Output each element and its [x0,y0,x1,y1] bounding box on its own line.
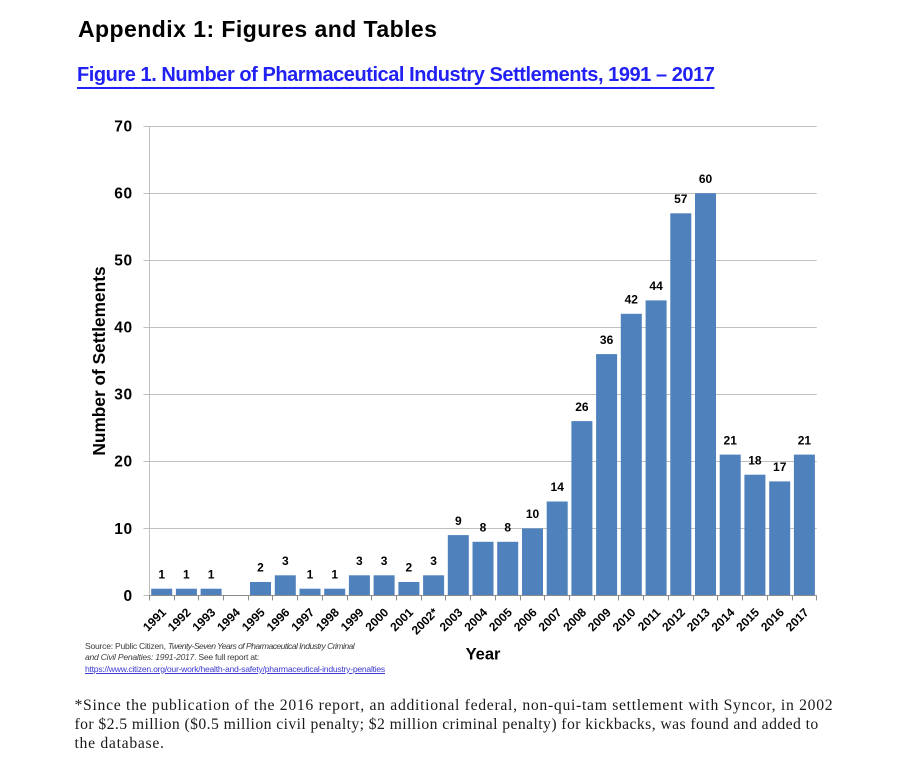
svg-text:3: 3 [356,554,363,568]
svg-text:1995: 1995 [239,605,268,634]
svg-text:42: 42 [625,293,639,307]
svg-text:21: 21 [724,433,738,447]
svg-text:2017: 2017 [783,605,812,634]
svg-text:1998: 1998 [313,605,342,634]
svg-text:2014: 2014 [709,605,738,634]
svg-text:2011: 2011 [635,605,664,634]
svg-text:20: 20 [114,454,132,471]
svg-text:3: 3 [430,554,437,568]
svg-text:0: 0 [123,588,132,605]
svg-text:2004: 2004 [461,605,490,634]
svg-text:1991: 1991 [140,605,169,634]
svg-text:2012: 2012 [659,605,688,634]
svg-text:1: 1 [183,567,190,581]
svg-text:18: 18 [748,453,762,467]
svg-text:50: 50 [114,253,132,270]
svg-text:40: 40 [114,320,132,337]
svg-text:Year: Year [466,646,501,664]
svg-text:9: 9 [455,514,462,528]
svg-text:8: 8 [504,521,511,535]
svg-text:2000: 2000 [363,605,392,634]
svg-text:1: 1 [331,567,338,581]
svg-text:57: 57 [674,192,688,206]
svg-text:70: 70 [114,119,132,136]
svg-text:1997: 1997 [288,605,317,634]
svg-text:14: 14 [551,480,565,494]
svg-text:2009: 2009 [585,605,614,634]
svg-text:1993: 1993 [190,605,219,634]
svg-text:2006: 2006 [511,605,540,634]
svg-text:1: 1 [307,567,314,581]
svg-text:1994: 1994 [214,605,243,634]
svg-text:8: 8 [480,521,487,535]
svg-text:60: 60 [114,186,132,203]
svg-text:21: 21 [798,433,812,447]
svg-text:Number of Settlements: Number of Settlements [89,266,109,455]
svg-text:26: 26 [575,400,589,414]
svg-text:1992: 1992 [165,605,194,634]
svg-text:2007: 2007 [536,605,565,634]
svg-text:36: 36 [600,333,614,347]
svg-text:30: 30 [114,387,132,404]
svg-text:2: 2 [257,561,264,575]
svg-text:44: 44 [649,279,663,293]
svg-text:17: 17 [773,460,787,474]
svg-text:10: 10 [114,521,132,538]
svg-text:1: 1 [208,567,215,581]
svg-text:2005: 2005 [486,605,515,634]
svg-text:3: 3 [381,554,388,568]
svg-text:10: 10 [526,507,540,521]
svg-text:3: 3 [282,554,289,568]
svg-text:2003: 2003 [437,605,466,634]
svg-text:2015: 2015 [733,605,762,634]
svg-text:1: 1 [158,567,165,581]
svg-text:2016: 2016 [758,605,787,634]
svg-text:1996: 1996 [264,605,293,634]
svg-text:2: 2 [406,561,413,575]
svg-text:2013: 2013 [684,605,713,634]
svg-text:2010: 2010 [610,605,639,634]
svg-text:2008: 2008 [560,605,589,634]
svg-text:1999: 1999 [338,605,367,634]
svg-text:60: 60 [699,172,713,186]
svg-text:2002*: 2002* [409,605,441,637]
